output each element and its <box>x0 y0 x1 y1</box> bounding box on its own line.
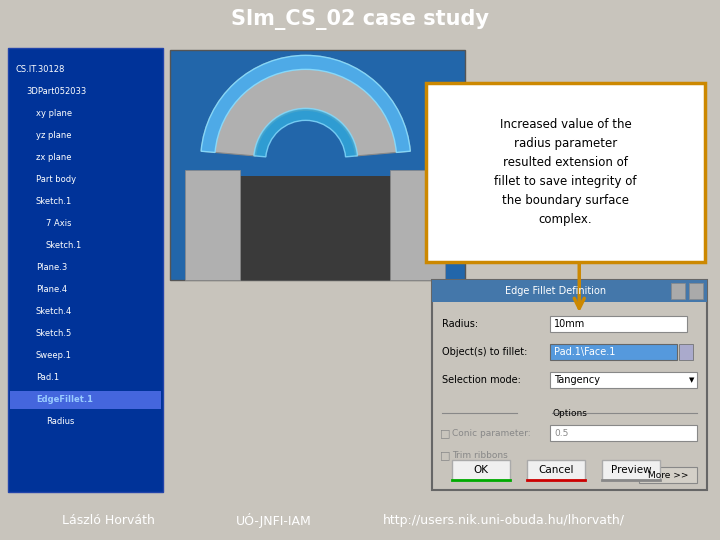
FancyBboxPatch shape <box>432 280 707 302</box>
Text: More >>: More >> <box>648 470 688 480</box>
FancyBboxPatch shape <box>210 177 400 280</box>
Text: Slm_CS_02 case study: Slm_CS_02 case study <box>231 10 489 30</box>
Text: Sketch.1: Sketch.1 <box>46 241 82 251</box>
Text: 3DPart052033: 3DPart052033 <box>26 87 86 97</box>
Text: Edge Fillet Definition: Edge Fillet Definition <box>505 286 606 296</box>
Text: Object(s) to fillet:: Object(s) to fillet: <box>442 347 527 357</box>
Text: Options: Options <box>552 409 587 417</box>
FancyBboxPatch shape <box>671 283 685 299</box>
Text: Pad.1: Pad.1 <box>36 374 59 382</box>
FancyBboxPatch shape <box>10 391 161 409</box>
Text: Plane.4: Plane.4 <box>36 286 67 294</box>
Text: Pad.1\Face.1: Pad.1\Face.1 <box>554 347 616 357</box>
FancyBboxPatch shape <box>689 283 703 299</box>
Text: Sweep.1: Sweep.1 <box>36 352 72 361</box>
Text: Radius:: Radius: <box>442 319 478 329</box>
FancyBboxPatch shape <box>432 280 707 490</box>
Text: 0.5: 0.5 <box>554 429 568 437</box>
Text: OK: OK <box>474 465 488 475</box>
FancyBboxPatch shape <box>452 460 510 480</box>
Text: Plane.3: Plane.3 <box>36 264 67 273</box>
Text: Trim ribbons: Trim ribbons <box>452 450 508 460</box>
FancyBboxPatch shape <box>550 425 697 441</box>
FancyBboxPatch shape <box>8 48 163 492</box>
Wedge shape <box>201 56 410 156</box>
Text: zx plane: zx plane <box>36 153 71 163</box>
Text: Selection mode:: Selection mode: <box>442 375 521 385</box>
Text: Sketch.5: Sketch.5 <box>36 329 72 339</box>
FancyBboxPatch shape <box>550 372 697 388</box>
Text: Increased value of the
radius parameter
resulted extension of
fillet to save int: Increased value of the radius parameter … <box>494 118 636 226</box>
Text: □: □ <box>440 428 451 438</box>
Text: Sketch.4: Sketch.4 <box>36 307 72 316</box>
Text: Cancel: Cancel <box>539 465 574 475</box>
Text: xy plane: xy plane <box>36 110 72 118</box>
Text: Preview: Preview <box>611 465 652 475</box>
Wedge shape <box>254 109 358 157</box>
Text: Sketch.1: Sketch.1 <box>36 198 72 206</box>
Text: □: □ <box>440 450 451 460</box>
FancyBboxPatch shape <box>602 460 660 480</box>
Text: ▼: ▼ <box>689 377 694 383</box>
FancyBboxPatch shape <box>170 50 465 280</box>
Text: 7 Axis: 7 Axis <box>46 219 71 228</box>
FancyBboxPatch shape <box>639 467 697 483</box>
Text: 10mm: 10mm <box>554 319 585 329</box>
Text: László Horváth: László Horváth <box>62 514 154 526</box>
FancyBboxPatch shape <box>527 460 585 480</box>
Text: CS.IT.30128: CS.IT.30128 <box>16 65 66 75</box>
FancyBboxPatch shape <box>550 344 677 360</box>
Wedge shape <box>201 56 410 152</box>
FancyBboxPatch shape <box>550 316 687 332</box>
Text: http://users.nik.uni-obuda.hu/lhorvath/: http://users.nik.uni-obuda.hu/lhorvath/ <box>383 514 625 526</box>
Text: UÓ-JNFI-IAM: UÓ-JNFI-IAM <box>235 512 312 528</box>
FancyBboxPatch shape <box>390 170 445 280</box>
FancyBboxPatch shape <box>426 83 705 262</box>
Text: yz plane: yz plane <box>36 131 71 140</box>
Text: Radius: Radius <box>46 417 74 427</box>
Text: Tangency: Tangency <box>554 375 600 385</box>
Text: Conic parameter:: Conic parameter: <box>452 429 531 437</box>
FancyBboxPatch shape <box>185 170 240 280</box>
FancyBboxPatch shape <box>679 344 693 360</box>
Text: Part body: Part body <box>36 176 76 185</box>
Text: EdgeFillet.1: EdgeFillet.1 <box>36 395 93 404</box>
